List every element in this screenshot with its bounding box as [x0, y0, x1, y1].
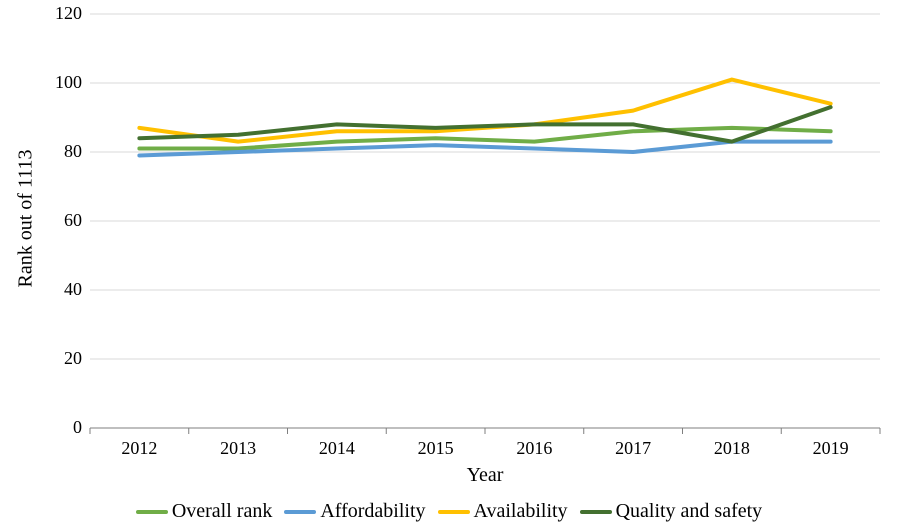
plot-area [90, 14, 880, 428]
y-tick-label: 0 [73, 417, 82, 438]
x-tick-label: 2013 [208, 438, 268, 459]
legend-item: Overall rank [136, 500, 273, 523]
y-tick-label: 60 [64, 210, 82, 231]
legend-label: Availability [474, 500, 568, 523]
legend-swatch [284, 510, 316, 514]
legend-swatch [438, 510, 470, 514]
plot-svg [90, 14, 880, 428]
legend-label: Overall rank [172, 500, 273, 523]
y-tick-label: 100 [55, 72, 82, 93]
y-tick-label: 20 [64, 348, 82, 369]
x-axis-title: Year [90, 464, 880, 487]
y-tick-label: 40 [64, 279, 82, 300]
x-tick-label: 2014 [307, 438, 367, 459]
legend-item: Quality and safety [580, 500, 763, 523]
x-tick-label: 2012 [109, 438, 169, 459]
y-tick-label: 80 [64, 141, 82, 162]
x-tick-label: 2015 [406, 438, 466, 459]
legend-label: Affordability [320, 500, 425, 523]
rank-line-chart: Rank out of 1113 Year Overall rank Afford… [0, 0, 898, 532]
x-tick-label: 2019 [801, 438, 861, 459]
x-tick-label: 2018 [702, 438, 762, 459]
y-axis-title: Rank out of 1113 [15, 12, 38, 426]
series-line [139, 107, 830, 141]
x-tick-label: 2016 [504, 438, 564, 459]
legend-label: Quality and safety [616, 500, 763, 523]
legend-item: Availability [438, 500, 568, 523]
legend-swatch [580, 510, 612, 514]
y-tick-label: 120 [55, 3, 82, 24]
chart-legend: Overall rank Affordability Availability Qua… [0, 500, 898, 523]
legend-swatch [136, 510, 168, 514]
legend-item: Affordability [284, 500, 425, 523]
x-tick-label: 2017 [603, 438, 663, 459]
